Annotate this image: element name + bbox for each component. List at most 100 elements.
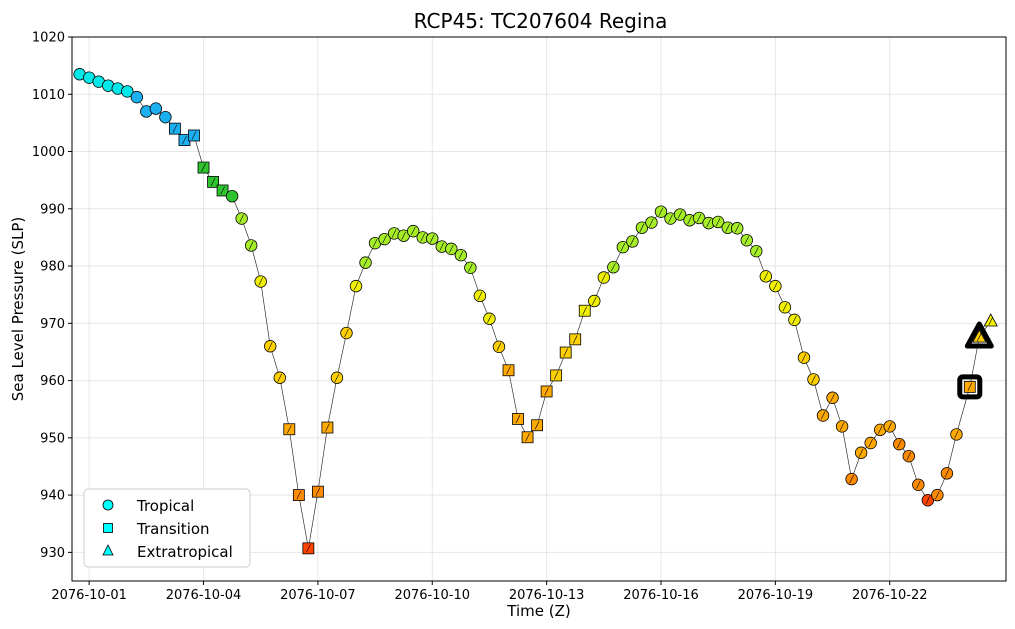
x-tick-label: 2076-10-04 (166, 588, 242, 603)
wind-barb (210, 177, 216, 187)
wind-barb (649, 218, 654, 227)
wind-barb (906, 452, 912, 461)
wind-barb (496, 342, 502, 351)
legend-label-tropical: Tropical (136, 497, 194, 515)
x-axis-label: Time (Z) (506, 602, 570, 620)
wind-barb (363, 258, 368, 267)
wind-barb (172, 124, 178, 133)
wind-barb (182, 135, 187, 145)
wind-barb (420, 233, 425, 242)
wind-barb (658, 207, 664, 216)
highlight-ring (957, 374, 983, 400)
wind-barb (967, 382, 973, 392)
y-tick-label: 970 (40, 317, 65, 332)
x-axis: 2076-10-01 2076-10-04 2076-10-07 2076-10-10… (51, 581, 928, 603)
wind-barb (449, 244, 454, 254)
x-tick-label: 2076-10-07 (280, 588, 356, 603)
wind-barb (458, 251, 464, 260)
data-point-tropical (159, 110, 172, 124)
y-tick-label: 980 (40, 260, 65, 275)
data-point-extratropical (972, 329, 987, 343)
x-tick-label: 2076-10-13 (509, 588, 585, 603)
wind-barb (258, 277, 263, 286)
wind-barb (506, 366, 511, 375)
y-axis: 930 940 950 960 970 980 990 1000 1010 1020 (32, 31, 72, 561)
x-tick-label: 2076-10-16 (623, 588, 699, 603)
wind-barb (744, 236, 750, 245)
wind-barb (429, 234, 435, 243)
wind-barb (391, 229, 397, 238)
wind-barb (677, 210, 683, 219)
highlight-ring (964, 321, 994, 349)
wind-barb (525, 433, 530, 442)
y-tick-label: 1010 (32, 88, 65, 103)
data-point-tropical (121, 85, 134, 98)
wind-barb (954, 430, 959, 439)
wind-barb (306, 544, 311, 553)
wind-barb (296, 490, 302, 500)
wind-barb (248, 241, 254, 250)
y-tick-label: 990 (40, 202, 65, 217)
x-tick-label: 2076-10-01 (51, 588, 127, 603)
y-axis-label: Sea Level Pressure (SLP) (9, 217, 27, 402)
data-point-extratropical (983, 313, 998, 327)
wind-barb (706, 218, 711, 228)
wind-barb (220, 186, 225, 195)
wind-barb (239, 214, 244, 223)
wind-barb (601, 273, 607, 282)
wind-barb (696, 213, 702, 223)
wind-barb (811, 375, 816, 384)
wind-barb (439, 242, 445, 251)
legend-marker-tropical (102, 499, 114, 511)
wind-barb (887, 422, 892, 431)
axes-frame (71, 36, 1007, 582)
wind-barb (372, 239, 378, 248)
wind-barb (977, 332, 982, 342)
wind-barb (839, 422, 845, 431)
wind-barb (801, 353, 807, 362)
y-tick-label: 1000 (32, 145, 65, 160)
wind-barb (820, 411, 826, 420)
wind-barb (639, 223, 645, 232)
wind-barb (553, 371, 559, 380)
wind-barb (725, 223, 730, 232)
wind-barb (916, 480, 921, 489)
wind-barb (544, 387, 549, 396)
x-tick-label: 2076-10-10 (394, 588, 470, 603)
wind-barb (868, 438, 873, 448)
wind-barb (572, 335, 578, 344)
wind-barb (773, 281, 778, 291)
legend-box (83, 488, 251, 568)
legend-marker-transition (103, 523, 113, 533)
y-tick-label: 940 (40, 489, 65, 504)
wind-barb (763, 272, 769, 281)
wind-barb (754, 247, 759, 256)
wind-barb (668, 214, 673, 223)
wind-barb (353, 281, 359, 291)
wind-barb (858, 448, 864, 457)
y-tick-label: 960 (40, 374, 65, 389)
wind-barb (334, 373, 340, 382)
wind-barb (925, 496, 931, 505)
wind-barb (201, 163, 206, 172)
wind-barb (715, 217, 721, 227)
wind-barb (896, 440, 902, 449)
data-point-tropical (130, 90, 144, 104)
y-tick-label: 930 (40, 546, 65, 561)
wind-barb (792, 315, 797, 325)
x-tick-label: 2076-10-22 (852, 588, 928, 603)
x-tick-label: 2076-10-19 (738, 588, 814, 603)
wind-barb (935, 490, 940, 500)
grid (72, 36, 1006, 581)
data-point-tropical (225, 189, 239, 203)
wind-barb (410, 226, 416, 236)
wind-barb (611, 263, 616, 272)
wind-barb (944, 469, 950, 478)
wind-barb (515, 414, 521, 424)
wind-barb (382, 235, 387, 244)
chart-title: RCP45: TC207604 Regina (414, 9, 668, 33)
wind-barb (344, 328, 349, 338)
wind-barb (563, 348, 568, 357)
wind-barb (325, 423, 330, 432)
